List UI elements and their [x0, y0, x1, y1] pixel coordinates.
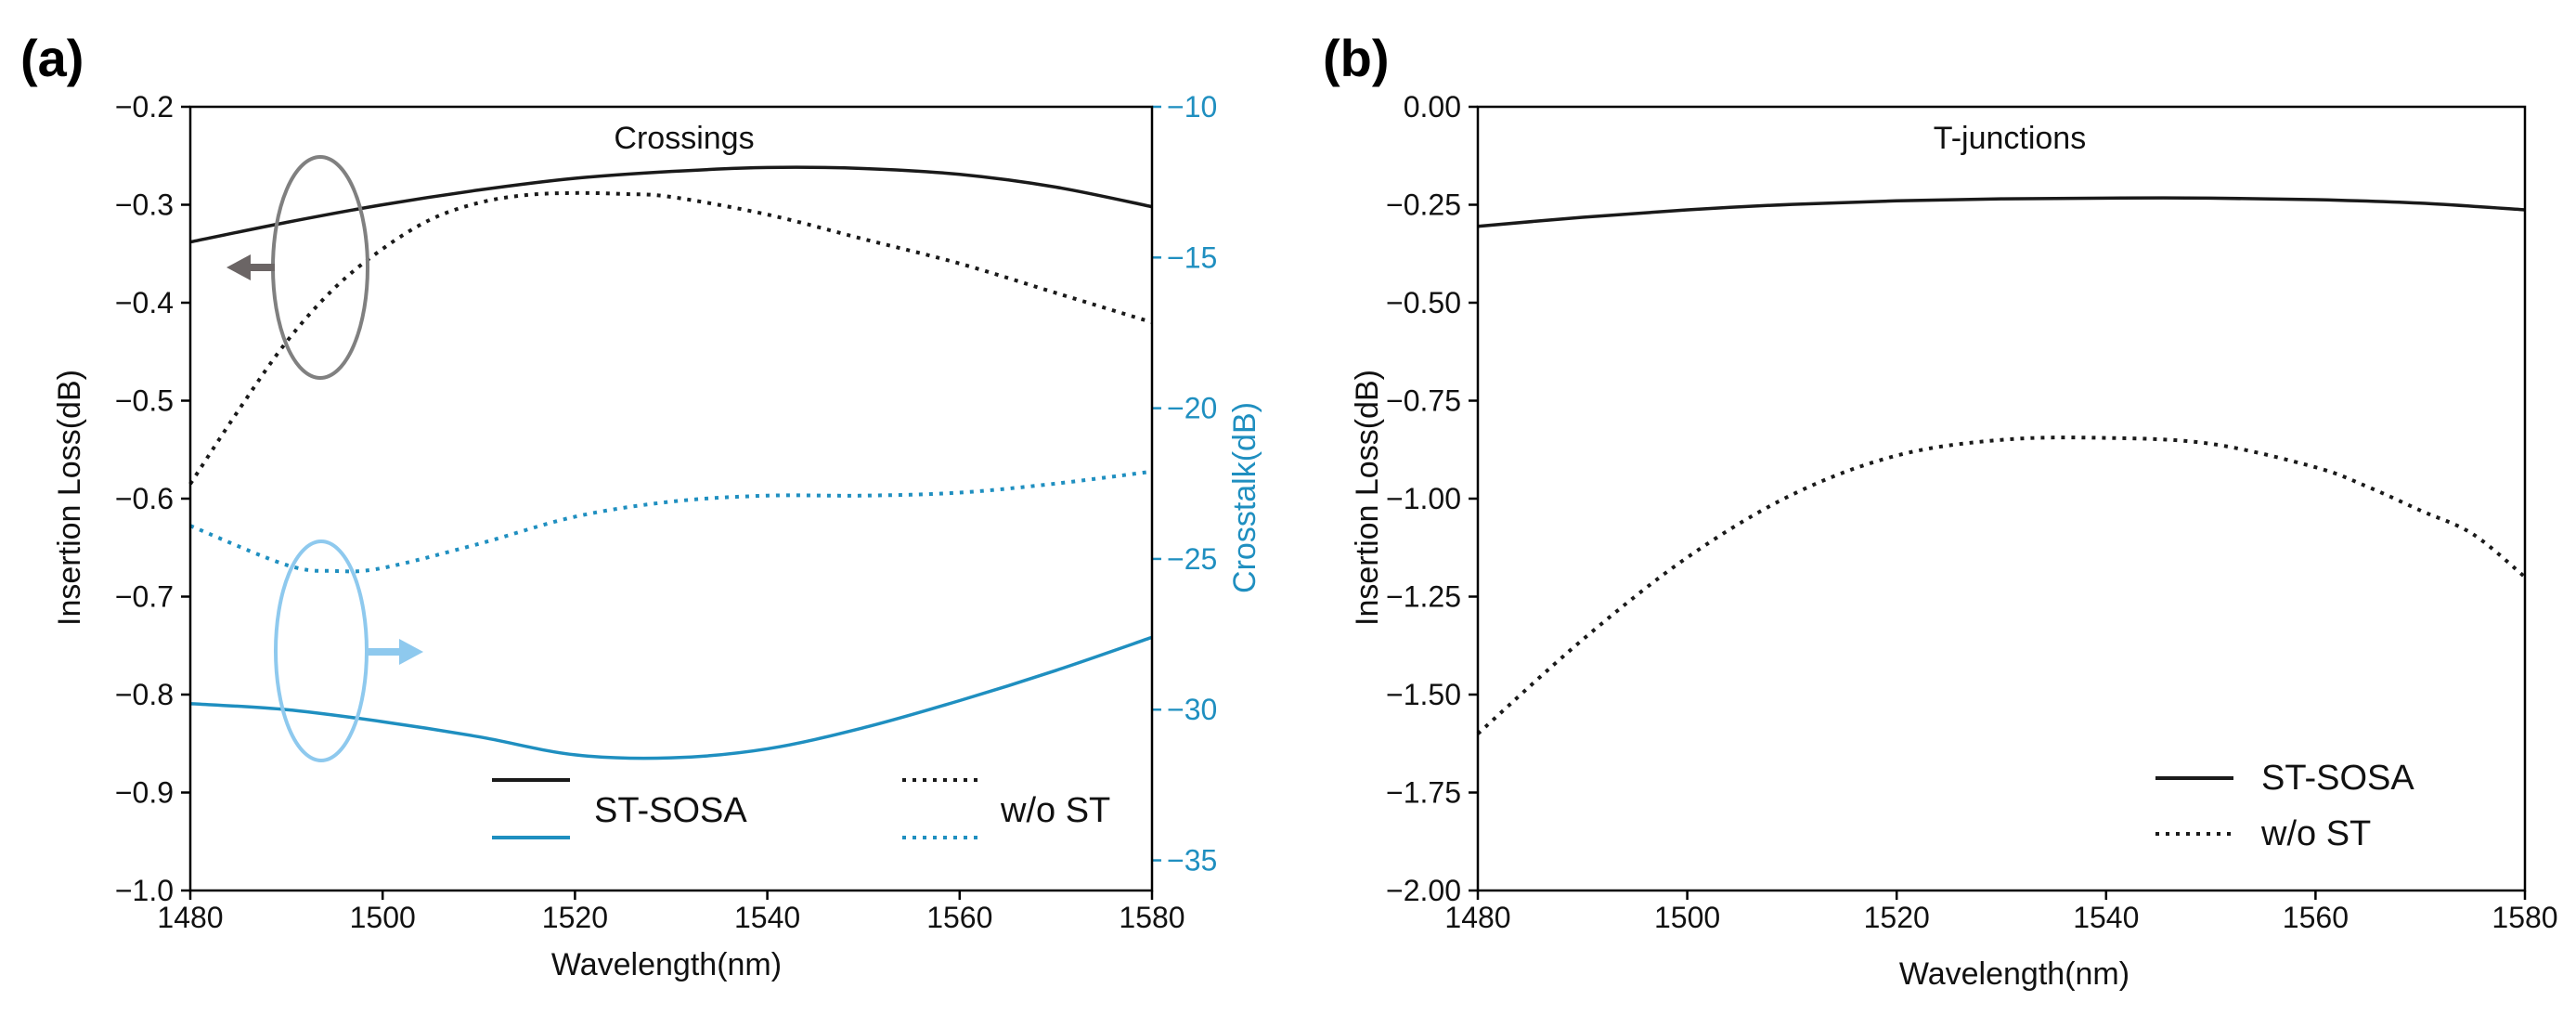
legend-label-wo-st: w/o ST: [1000, 791, 1110, 830]
series-line-st-sosa: [1477, 196, 2526, 228]
series-line-w-o-st-insertion-loss: [188, 190, 1153, 486]
legend-label-st-sosa: ST-SOSA: [2261, 759, 2414, 798]
arrow-right-icon: [399, 639, 423, 665]
y-tick-label: −1.50: [1386, 678, 1461, 711]
y-tick-label: −2.00: [1386, 874, 1461, 907]
series-line-w-o-st-crosstalk: [189, 469, 1153, 574]
right-y-tick-labels-a: −10 −15 −20 −25 −30 −35: [1167, 90, 1217, 878]
plot-frame-a: [188, 105, 1154, 892]
y-tick-label: −0.5: [115, 384, 174, 418]
x-tick-label: 1480: [157, 901, 223, 934]
series-line-st-sosa-insertion-loss: [189, 165, 1153, 244]
x-tick-label: 1540: [734, 901, 800, 934]
plot-title-t-junctions: T-junctions: [1934, 121, 2086, 156]
series-line-st-sosa-crosstalk: [189, 635, 1153, 760]
x-axis-label-a: Wavelength(nm): [551, 947, 782, 982]
x-tick-labels-a: 1480 1500 1520 1540 1560 1580: [157, 901, 1184, 934]
panel-a-crossings: (a) Crossings Wavelength(nm) Insertion L…: [20, 29, 1262, 982]
x-tick-labels-b: 1480 1500 1520 1540 1560 1580: [1444, 901, 2557, 934]
y-tick-label: −0.8: [115, 678, 174, 711]
panel-label-b: (b): [1323, 29, 1390, 87]
right-y-tick-label: −35: [1167, 844, 1217, 878]
arrow-left-icon: [227, 254, 251, 280]
y-tick-label: −0.6: [115, 482, 174, 515]
y-axis-label-a: Insertion Loss(dB): [52, 370, 87, 626]
tick-marks-a: [181, 105, 1161, 900]
y-tick-label: −0.9: [115, 776, 174, 810]
right-y-tick-label: −30: [1167, 693, 1217, 726]
plot-frame-b: [1476, 105, 2527, 892]
x-tick-label: 1520: [542, 901, 608, 934]
annotation-left-axis: [227, 155, 369, 380]
x-tick-label: 1500: [350, 901, 416, 934]
x-tick-label: 1580: [1119, 901, 1184, 934]
series-line-w-o-st: [1476, 436, 2527, 735]
y-tick-label: −0.3: [115, 188, 174, 222]
y-tick-label: −1.0: [115, 874, 174, 907]
x-tick-label: 1580: [2492, 901, 2557, 934]
x-tick-label: 1500: [1654, 901, 1720, 934]
y-tick-label: 0.00: [1404, 90, 1461, 124]
plot-title-crossings: Crossings: [614, 121, 754, 156]
right-y-tick-label: −10: [1167, 90, 1217, 124]
y-tick-label: −1.00: [1386, 482, 1461, 515]
data-lines-a: [188, 165, 1153, 760]
y-tick-label: −1.25: [1386, 580, 1461, 614]
tick-marks-b: [1469, 105, 2527, 900]
x-tick-label: 1560: [926, 901, 992, 934]
y-tick-label: −0.50: [1386, 286, 1461, 319]
x-tick-label: 1540: [2073, 901, 2139, 934]
legend-label-wo-st: w/o ST: [2260, 814, 2371, 853]
right-y-tick-label: −25: [1167, 542, 1217, 576]
x-tick-label: 1480: [1444, 901, 1510, 934]
right-y-tick-label: −20: [1167, 392, 1217, 425]
legend-label-st-sosa: ST-SOSA: [594, 791, 747, 830]
y-tick-label: −0.75: [1386, 384, 1461, 418]
x-axis-label-b: Wavelength(nm): [1899, 956, 2129, 992]
data-lines-b: [1476, 196, 2527, 735]
legend-b: ST-SOSA w/o ST: [2155, 759, 2414, 853]
y-tick-label: −0.7: [115, 580, 174, 614]
y-axis-label-b: Insertion Loss(dB): [1350, 370, 1385, 626]
right-y-tick-label: −15: [1167, 240, 1217, 274]
y-tick-label: −0.4: [115, 286, 174, 319]
x-tick-label: 1520: [1864, 901, 1930, 934]
annotation-ellipse-gray: [271, 155, 369, 380]
y-tick-label: −0.2: [115, 90, 174, 124]
y-tick-label: −0.25: [1386, 188, 1461, 222]
panel-b-t-junctions: (b) T-junctions Wavelength(nm) Insertion…: [1323, 29, 2558, 992]
y-tick-labels-b: 0.00 −0.25 −0.50 −0.75 −1.00 −1.25 −1.50…: [1386, 90, 1461, 907]
y-tick-label: −1.75: [1386, 776, 1461, 810]
legend-a: ST-SOSA w/o ST: [492, 778, 1110, 839]
y-axis-label-right-a: Crosstalk(dB): [1227, 402, 1262, 593]
y-tick-labels-a: −0.2 −0.3 −0.4 −0.5 −0.6 −0.7 −0.8 −0.9 …: [115, 90, 174, 907]
annotation-right-axis: [274, 540, 423, 762]
annotation-ellipse-blue: [274, 540, 369, 762]
panel-label-a: (a): [20, 29, 84, 87]
x-tick-label: 1560: [2283, 901, 2349, 934]
